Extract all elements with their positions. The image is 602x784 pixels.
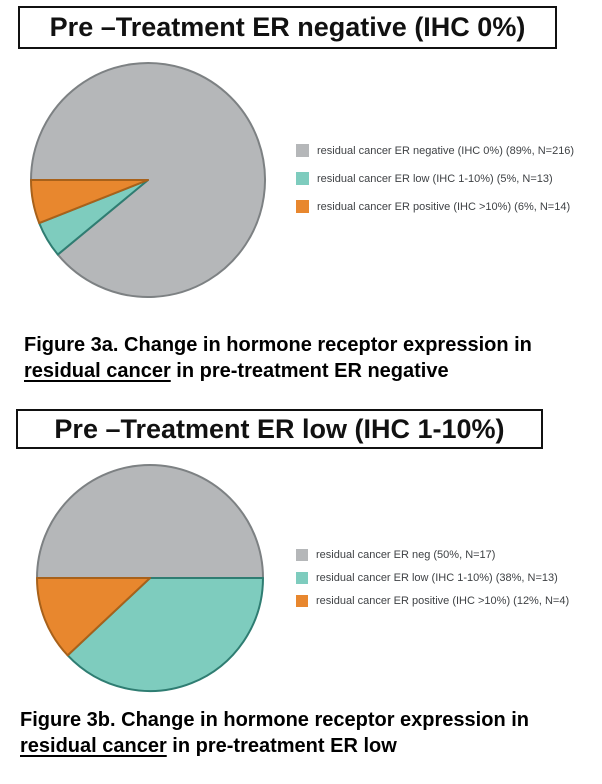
figure-3b-caption: Figure 3b. Change in hormone receptor ex… bbox=[20, 707, 592, 759]
legend-label: residual cancer ER neg (50%, N=17) bbox=[316, 549, 496, 561]
caption-line2-rest: in pre-treatment ER negative bbox=[170, 360, 449, 382]
legend-swatch-gray bbox=[296, 549, 308, 561]
legend-item: residual cancer ER neg (50%, N=17) bbox=[296, 549, 569, 561]
legend-swatch-orange bbox=[296, 200, 309, 213]
caption-underlined-text: residual cancer bbox=[20, 735, 167, 757]
figure-3a-title: Pre –Treatment ER negative (IHC 0%) bbox=[49, 12, 526, 42]
legend-label: residual cancer ER positive (IHC >10%) (… bbox=[316, 595, 570, 607]
pie-slice bbox=[36, 464, 264, 579]
legend-item: residual cancer ER negative (IHC 0%) (89… bbox=[296, 144, 574, 157]
pie-chart-er-negative bbox=[30, 62, 266, 298]
legend-er-low: residual cancer ER neg (50%, N=17) resid… bbox=[296, 549, 569, 607]
legend-item: residual cancer ER positive (IHC >10%) (… bbox=[296, 595, 569, 607]
legend-item: residual cancer ER low (IHC 1-10%) (5%, … bbox=[296, 172, 574, 185]
figure-3b-title: Pre –Treatment ER low (IHC 1-10%) bbox=[54, 413, 505, 444]
legend-item: residual cancer ER positive (IHC >10%) (… bbox=[296, 200, 574, 213]
figure-3b-title-box: Pre –Treatment ER low (IHC 1-10%) bbox=[16, 409, 543, 449]
legend-swatch-teal bbox=[296, 572, 308, 584]
legend-label: residual cancer ER low (IHC 1-10%) (38%,… bbox=[316, 572, 558, 584]
figure-3a-caption: Figure 3a. Change in hormone receptor ex… bbox=[24, 332, 596, 384]
legend-swatch-teal bbox=[296, 172, 309, 185]
legend-label: residual cancer ER low (IHC 1-10%) (5%, … bbox=[317, 172, 553, 185]
caption-line1: Figure 3b. Change in hormone receptor ex… bbox=[20, 709, 529, 731]
caption-line2-rest: in pre-treatment ER low bbox=[166, 735, 397, 757]
caption-line1: Figure 3a. Change in hormone receptor ex… bbox=[24, 334, 532, 356]
legend-er-negative: residual cancer ER negative (IHC 0%) (89… bbox=[296, 144, 574, 213]
legend-label: residual cancer ER negative (IHC 0%) (89… bbox=[317, 144, 575, 157]
pie-slice bbox=[30, 179, 149, 225]
pie-slice bbox=[36, 577, 151, 657]
pie-slice bbox=[66, 577, 264, 692]
caption-underlined-text: residual cancer bbox=[24, 360, 171, 382]
pie-chart-er-low bbox=[36, 464, 264, 692]
legend-swatch-orange bbox=[296, 595, 308, 607]
legend-label: residual cancer ER positive (IHC >10%) (… bbox=[317, 200, 571, 213]
figure-3a-title-box: Pre –Treatment ER negative (IHC 0%) bbox=[18, 6, 557, 49]
legend-item: residual cancer ER low (IHC 1-10%) (38%,… bbox=[296, 572, 569, 584]
legend-swatch-gray bbox=[296, 144, 309, 157]
